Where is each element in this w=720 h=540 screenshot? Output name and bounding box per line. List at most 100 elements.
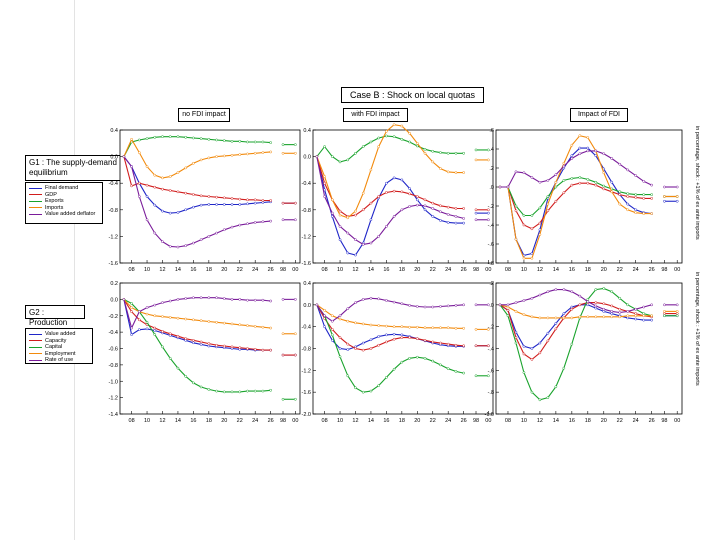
data-point xyxy=(423,198,427,202)
data-point xyxy=(369,168,373,172)
data-point xyxy=(168,316,172,319)
data-point xyxy=(578,176,582,179)
x-tick-label: 00 xyxy=(292,267,298,273)
data-point xyxy=(446,221,450,224)
y-tick-label: -1.2 xyxy=(302,234,311,240)
data-point xyxy=(145,165,149,168)
data-point xyxy=(400,325,404,329)
x-tick-label: 18 xyxy=(585,418,591,424)
data-point xyxy=(462,303,465,307)
y-tick-label: .0 xyxy=(489,185,494,191)
data-point xyxy=(323,145,326,148)
data-point xyxy=(487,303,490,307)
data-point xyxy=(498,185,502,189)
data-point xyxy=(215,296,218,300)
x-tick-label: 00 xyxy=(485,267,491,273)
data-point xyxy=(462,344,465,348)
data-point xyxy=(546,195,550,198)
x-tick-label: 14 xyxy=(368,418,374,424)
data-point xyxy=(634,174,638,177)
legend-swatch xyxy=(29,333,42,335)
data-point xyxy=(145,183,149,187)
data-point xyxy=(431,201,435,205)
x-tick-label: 10 xyxy=(144,418,150,424)
data-point xyxy=(184,191,188,195)
data-point xyxy=(207,137,211,141)
data-point xyxy=(538,341,542,345)
data-point xyxy=(137,310,141,314)
data-point xyxy=(562,191,566,195)
data-point xyxy=(168,189,172,192)
x-tick-label: 00 xyxy=(674,267,680,273)
data-point xyxy=(610,290,614,294)
data-point xyxy=(281,218,285,222)
data-point xyxy=(546,331,550,335)
data-point xyxy=(261,389,265,393)
data-point xyxy=(562,366,566,370)
data-point xyxy=(675,312,679,315)
data-point xyxy=(207,156,211,160)
data-point xyxy=(354,347,357,350)
data-point xyxy=(161,209,164,213)
data-point xyxy=(554,327,558,331)
data-point xyxy=(281,201,285,205)
x-tick-label: 20 xyxy=(414,418,420,424)
data-point xyxy=(137,328,141,332)
data-point xyxy=(222,196,226,200)
data-point xyxy=(570,307,574,311)
x-tick-label: 08 xyxy=(322,418,328,424)
data-point xyxy=(153,135,157,139)
data-point xyxy=(199,319,203,323)
data-point xyxy=(207,344,211,348)
data-point xyxy=(269,326,272,330)
x-tick-label: 10 xyxy=(337,267,343,273)
data-point xyxy=(675,185,679,189)
data-point xyxy=(330,215,334,218)
data-point xyxy=(192,193,195,196)
data-point xyxy=(650,303,654,307)
data-point xyxy=(281,151,285,155)
data-point xyxy=(281,353,285,357)
data-point xyxy=(650,197,654,200)
data-point xyxy=(338,336,342,339)
legend-label: Value added xyxy=(45,331,76,337)
data-point xyxy=(546,209,550,213)
data-point xyxy=(530,296,534,300)
data-point xyxy=(626,208,630,212)
x-tick-label: 08 xyxy=(322,267,328,273)
data-point xyxy=(578,181,582,185)
data-point xyxy=(377,235,381,238)
data-point xyxy=(474,374,478,378)
data-point xyxy=(602,152,606,156)
data-point xyxy=(610,157,614,160)
data-point xyxy=(354,321,357,325)
data-point xyxy=(554,385,558,389)
data-point xyxy=(392,189,396,193)
data-point xyxy=(408,356,411,360)
data-point xyxy=(385,333,388,337)
data-point xyxy=(176,316,180,320)
data-point xyxy=(323,181,326,185)
data-point xyxy=(602,184,606,188)
x-tick-label: 26 xyxy=(268,418,274,424)
data-point xyxy=(618,202,622,206)
y-tick-label: .2 xyxy=(489,166,494,172)
x-tick-label: 24 xyxy=(445,267,451,273)
y-tick-label: -0.8 xyxy=(302,347,311,353)
data-point xyxy=(546,202,550,206)
data-point xyxy=(354,151,357,155)
data-point xyxy=(538,233,542,236)
data-point xyxy=(377,297,381,301)
data-point xyxy=(462,151,465,155)
data-point xyxy=(253,151,257,155)
data-point xyxy=(423,305,427,309)
data-point xyxy=(446,326,450,330)
data-point xyxy=(354,386,357,390)
data-point xyxy=(626,316,630,320)
data-point xyxy=(642,312,646,315)
data-point xyxy=(634,211,638,214)
data-point xyxy=(570,154,574,157)
data-point xyxy=(474,344,478,348)
data-point xyxy=(130,165,133,168)
data-point xyxy=(415,325,419,329)
